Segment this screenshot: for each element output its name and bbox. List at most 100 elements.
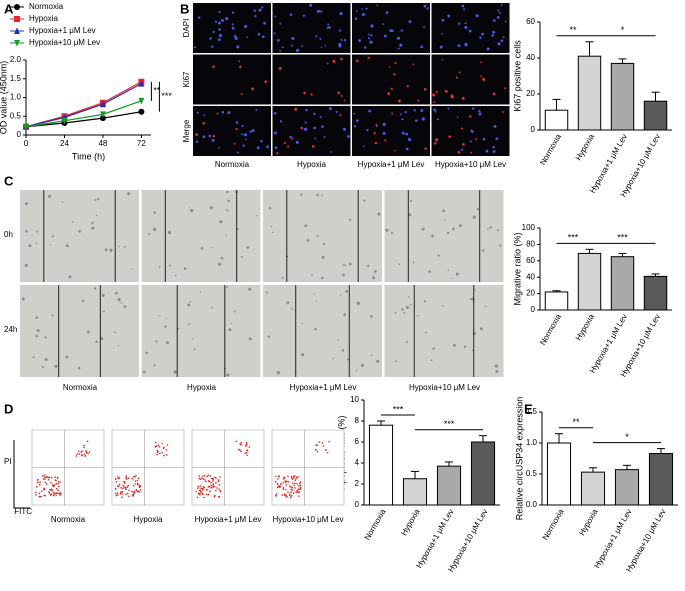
event-dot <box>38 483 41 486</box>
cell-dot <box>382 23 385 26</box>
event-dot <box>122 487 124 490</box>
event-dot <box>244 452 246 455</box>
cell-dot <box>51 314 54 317</box>
cell-dot <box>291 137 294 140</box>
cell-dot <box>339 294 342 296</box>
column-label: Hypoxia+10 μM Lev <box>272 515 343 524</box>
cell-dot <box>482 138 486 141</box>
cell-dot <box>212 135 216 138</box>
event-dot <box>36 481 39 484</box>
cell-dot <box>240 92 243 95</box>
cell-dot <box>35 334 38 338</box>
cell-dot <box>289 135 292 139</box>
scratch-image <box>384 190 504 282</box>
cell-dot <box>340 38 343 42</box>
marker <box>14 16 20 22</box>
cell-dot <box>153 211 157 214</box>
cell-dot <box>399 43 403 47</box>
cell-dot <box>365 7 368 10</box>
y-tick-label: 1.5 <box>526 407 538 416</box>
cell-dot <box>273 111 277 115</box>
cell-dot <box>370 354 373 357</box>
y-axis-label: Relative circUSP34 expression <box>514 397 524 521</box>
event-dot <box>121 496 123 499</box>
micrograph <box>272 106 351 156</box>
column-label: Hypoxia+10 μM Lev <box>435 160 506 169</box>
event-dot <box>217 479 220 481</box>
event-dot <box>118 483 121 486</box>
micrograph <box>352 54 430 105</box>
event-dot <box>55 487 58 490</box>
cell-dot <box>370 24 374 28</box>
cell-dot <box>439 45 443 49</box>
cell-dot <box>345 290 348 293</box>
cell-dot <box>362 145 365 148</box>
event-dot <box>210 477 213 480</box>
cell-dot <box>279 49 282 52</box>
bar <box>643 100 668 131</box>
event-dot <box>275 493 278 495</box>
cell-dot <box>261 35 265 38</box>
cell-dot <box>193 348 196 351</box>
cell-dot <box>164 325 167 328</box>
cell-dot <box>301 322 304 325</box>
y-tick-label: 40 <box>526 272 535 281</box>
cell-dot <box>364 46 367 49</box>
event-dot <box>130 490 133 493</box>
event-dot <box>208 485 211 488</box>
cell-dot <box>127 192 131 196</box>
cell-dot <box>355 119 359 123</box>
cell-dot <box>240 255 243 258</box>
marker <box>14 27 20 34</box>
cell-dot <box>472 331 476 336</box>
cell-dot <box>453 343 456 347</box>
cell-dot <box>475 14 479 18</box>
cell-dot <box>482 249 485 252</box>
cell-dot <box>366 128 369 132</box>
cell-dot <box>72 221 74 223</box>
cell-dot <box>457 150 461 154</box>
event-dot <box>126 492 129 495</box>
cell-dot <box>401 131 405 135</box>
cell-dot <box>246 246 250 249</box>
cell-dot <box>304 224 308 228</box>
event-dot <box>54 476 56 478</box>
cell-dot <box>295 140 299 144</box>
cell-dot <box>385 228 389 232</box>
event-dot <box>196 487 199 489</box>
cell-dot <box>384 139 387 142</box>
y-axis-label: OD value (450nm) <box>0 61 8 135</box>
cell-dot <box>338 43 342 47</box>
event-dot <box>285 488 287 491</box>
event-dot <box>274 480 277 483</box>
cell-dot <box>158 314 160 317</box>
cell-dot <box>436 118 439 121</box>
x-tick-label: 24 <box>60 139 69 148</box>
event-dot <box>201 492 203 494</box>
y-tick-label: 2.0 <box>10 55 22 64</box>
cell-dot <box>441 18 445 22</box>
bar <box>436 465 462 506</box>
bar <box>580 471 606 506</box>
cell-dot <box>396 36 400 40</box>
cell-dot <box>148 233 151 235</box>
y-tick-label: 8 <box>355 416 360 425</box>
event-dot <box>85 451 88 454</box>
cell-dot <box>328 107 332 111</box>
cell-dot <box>192 338 194 340</box>
event-dot <box>161 452 163 454</box>
cell-dot <box>235 128 238 131</box>
event-dot <box>122 484 124 487</box>
cell-dot <box>287 145 290 148</box>
event-dot <box>202 485 205 488</box>
cell-dot <box>469 115 472 118</box>
event-dot <box>43 478 46 480</box>
cell-dot <box>388 66 391 68</box>
cell-dot <box>482 77 486 81</box>
event-dot <box>209 475 212 477</box>
bar <box>610 256 635 311</box>
event-dot <box>40 495 42 498</box>
cell-dot <box>49 244 51 246</box>
event-dot <box>75 455 78 457</box>
event-dot <box>36 479 39 481</box>
